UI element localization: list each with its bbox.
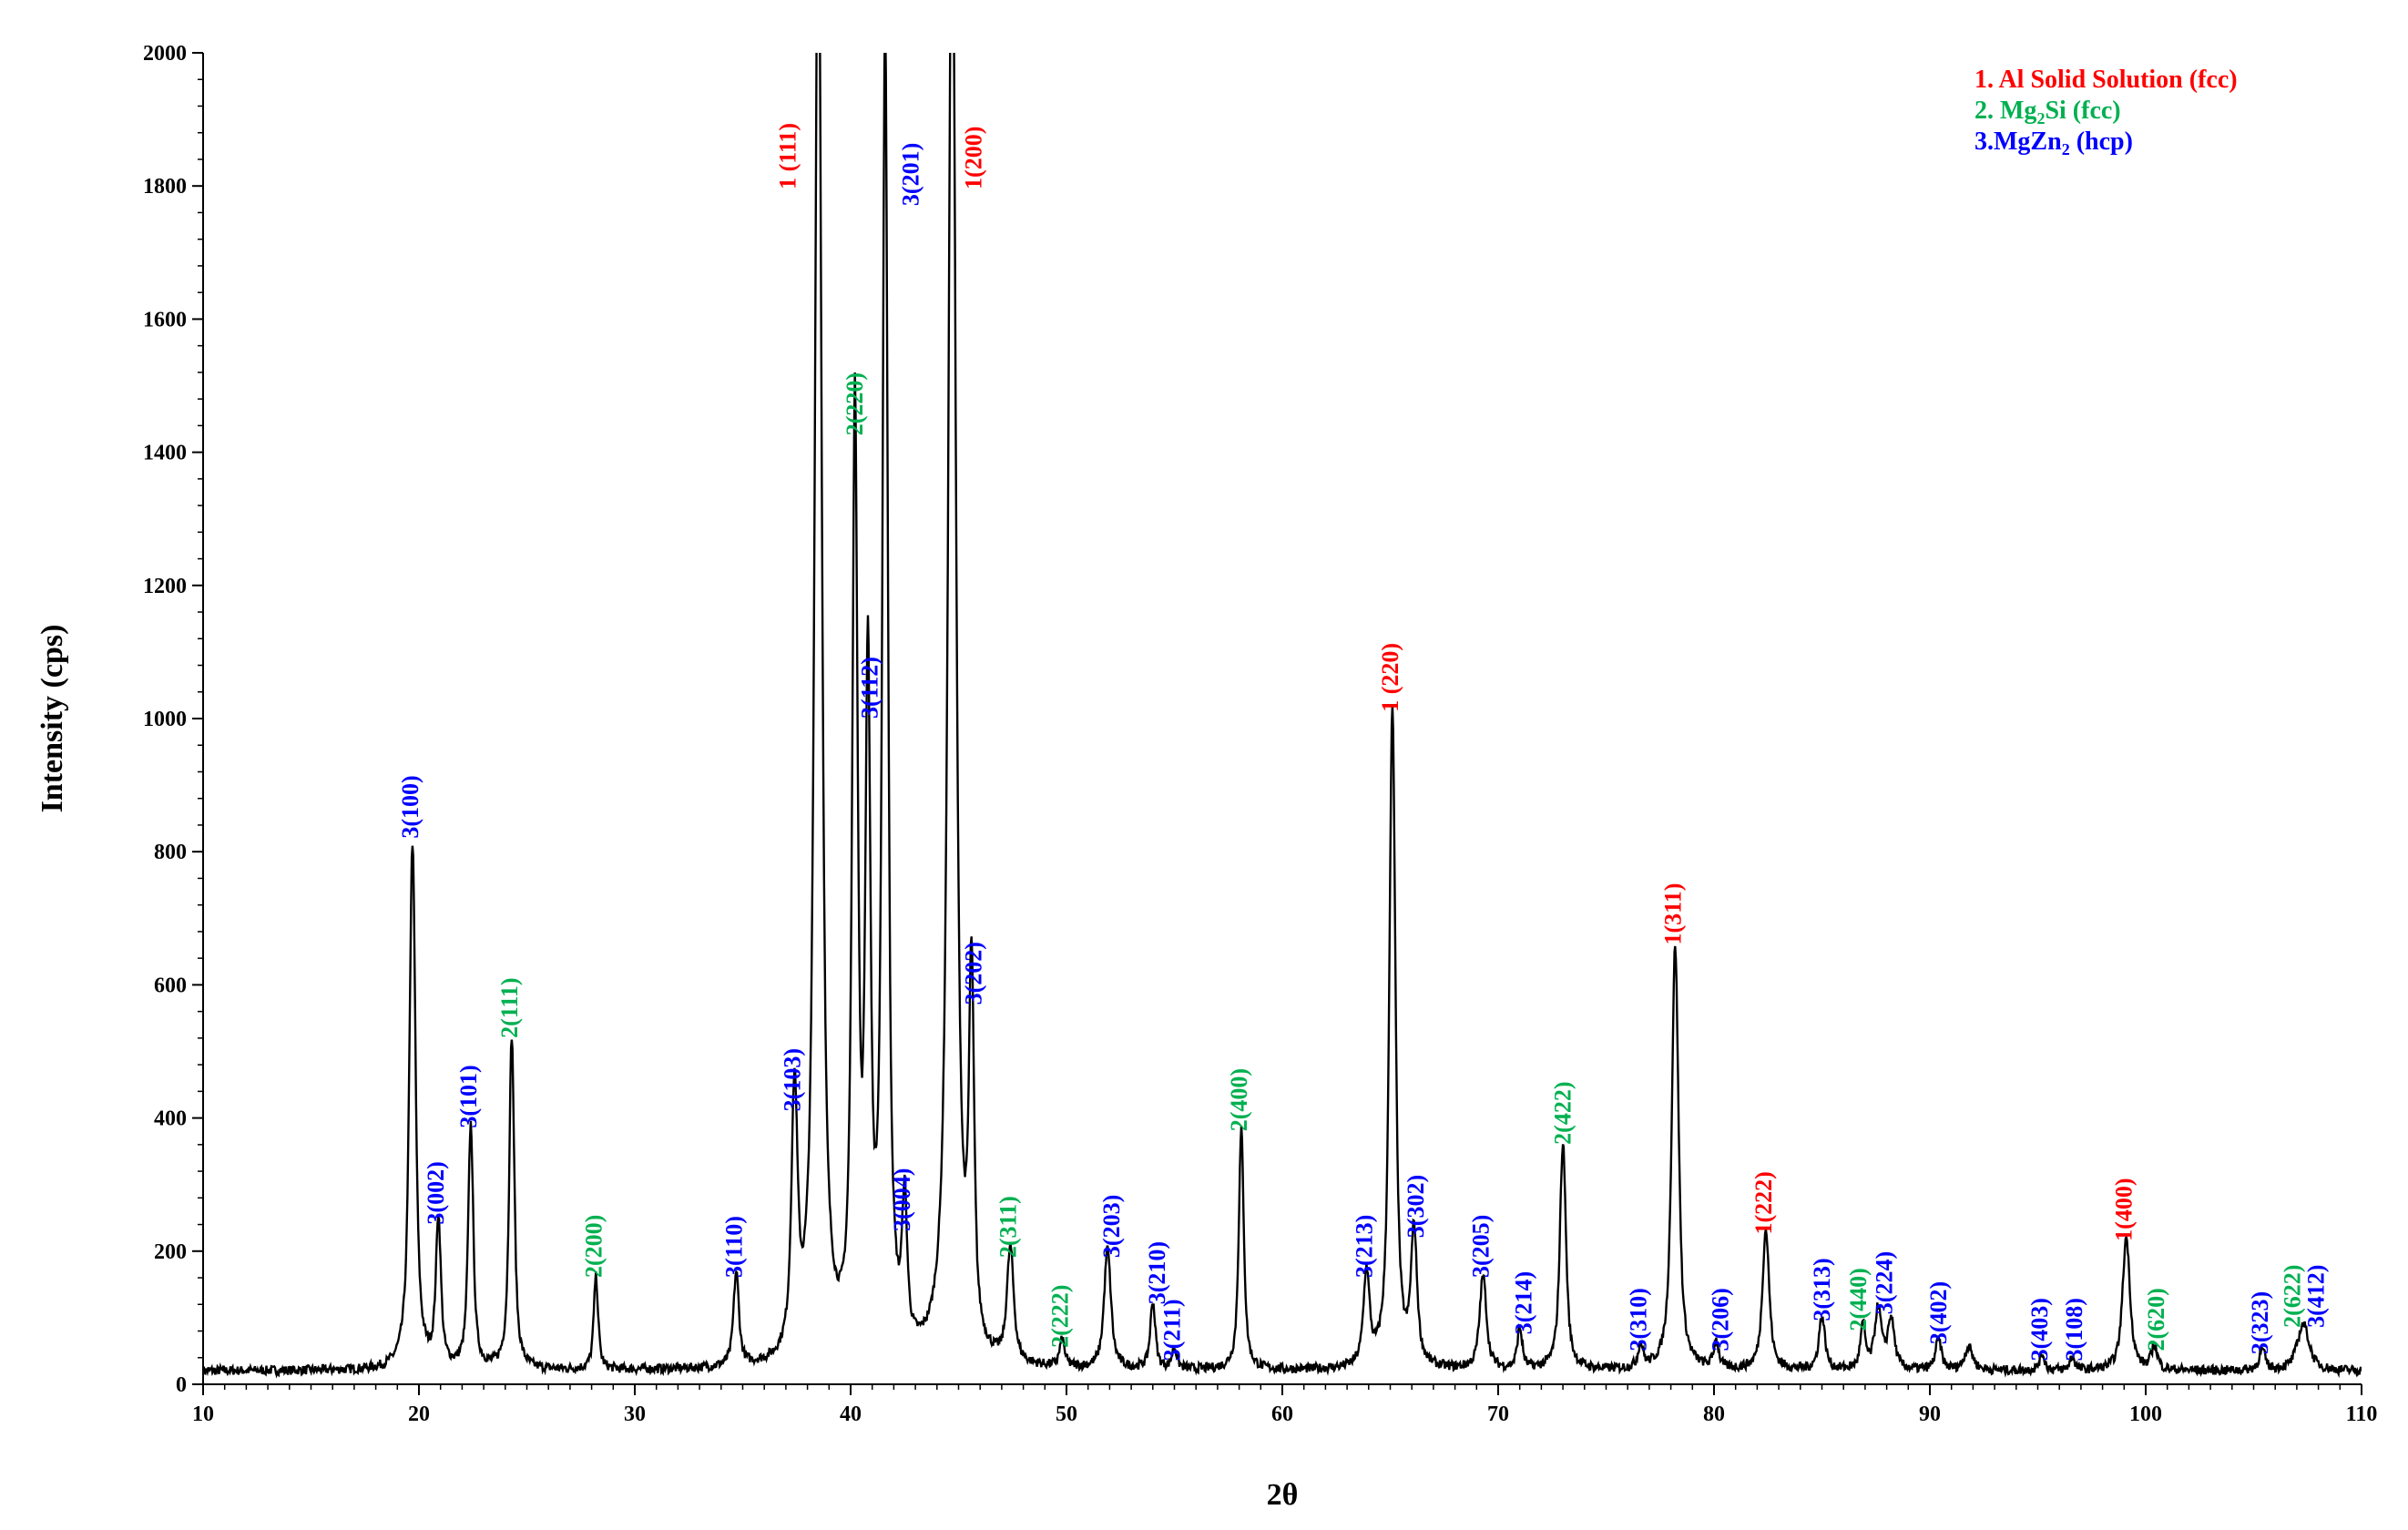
peak-label: 1(200) [960, 127, 986, 189]
peak-label: 1(400) [2111, 1178, 2138, 1241]
x-tick-label: 100 [2129, 1402, 2162, 1426]
peak-label: 1 (111) [775, 123, 801, 189]
peak-label: 3(100) [397, 775, 423, 838]
y-tick-label: 1400 [143, 442, 187, 465]
x-ticks: 10 20 30 40 50 60 70 80 90 100 110 [192, 1384, 2377, 1426]
peak-label: 3(412) [2303, 1265, 2330, 1328]
peak-label: 3(402) [1925, 1281, 1952, 1344]
peak-label: 3(310) [1625, 1288, 1651, 1351]
peak-label: 3(213) [1351, 1215, 1377, 1278]
peak-label: 3(224) [1872, 1251, 1898, 1314]
y-tick-label: 800 [154, 841, 187, 864]
y-tick-label: 600 [154, 974, 187, 997]
y-tick-label: 1800 [143, 175, 187, 199]
series-line [203, 53, 2362, 1379]
peak-label: 3(206) [1707, 1288, 1733, 1351]
peak-label: 3(313) [1809, 1258, 1835, 1321]
y-tick-label: 1000 [143, 708, 187, 731]
legend-entry: 3.MgZn2 (hcp) [1974, 128, 2133, 158]
peak-label: 2(620) [2143, 1288, 2169, 1351]
peak-label: 2(220) [842, 372, 868, 435]
x-tick-label: 10 [192, 1402, 214, 1426]
x-tick-label: 30 [624, 1402, 646, 1426]
y-tick-label: 2000 [143, 42, 187, 66]
peak-label: 3(110) [720, 1216, 747, 1278]
legend-entry: 2. Mg2Si (fcc) [1974, 97, 2121, 128]
peak-label: 3(002) [423, 1161, 449, 1224]
x-axis-title: 2θ [1267, 1478, 1299, 1512]
x-tick-label: 60 [1271, 1402, 1293, 1426]
peak-label: 2(440) [1845, 1268, 1872, 1331]
peak-label: 3(323) [2247, 1291, 2273, 1354]
y-ticks: 0 200 400 600 800 1000 1200 1400 1600 1800 2000 [143, 42, 203, 1397]
peak-label: 3(211) [1158, 1300, 1185, 1362]
y-tick-label: 1600 [143, 308, 187, 332]
peak-label: 3(210) [1144, 1241, 1170, 1304]
peak-label: 2(222) [1046, 1285, 1073, 1348]
peak-label: 1(311) [1659, 883, 1686, 945]
x-tick-label: 50 [1056, 1402, 1077, 1426]
peak-label: 3(203) [1098, 1195, 1125, 1258]
peak-label: 3(103) [779, 1048, 805, 1111]
peak-label: 3(004) [889, 1168, 915, 1231]
legend-entry: 1. Al Solid Solution (fcc) [1974, 66, 2238, 94]
peak-label: 2(111) [496, 977, 523, 1037]
x-tick-label: 110 [2346, 1402, 2378, 1426]
x-tick-label: 70 [1487, 1402, 1509, 1426]
x-tick-label: 20 [408, 1402, 430, 1426]
peak-label: 1(222) [1750, 1171, 1777, 1234]
peak-label: 2(200) [580, 1215, 607, 1278]
x-tick-label: 80 [1703, 1402, 1725, 1426]
x-tick-label: 90 [1919, 1402, 1941, 1426]
peak-label: 2(422) [1550, 1082, 1576, 1145]
y-tick-label: 200 [154, 1240, 187, 1264]
peak-label: 3(108) [2061, 1298, 2087, 1361]
y-tick-label: 400 [154, 1107, 187, 1131]
peak-label: 3(302) [1403, 1175, 1429, 1238]
y-axis-title: Intensity (cps) [36, 625, 69, 813]
peak-label: 2(622) [2279, 1265, 2305, 1328]
peak-label: 2(311) [995, 1196, 1021, 1258]
legend: 1. Al Solid Solution (fcc) 2. Mg2Si (fcc)… [1974, 66, 2238, 158]
peak-label: 3(112) [857, 657, 883, 719]
peak-label: 1 (220) [1377, 643, 1403, 712]
y-tick-label: 0 [176, 1373, 187, 1397]
peak-label: 3(101) [455, 1065, 482, 1127]
peak-label: 3(205) [1467, 1215, 1494, 1278]
x-tick-label: 40 [840, 1402, 862, 1426]
peak-label: 3(403) [2026, 1298, 2053, 1361]
peak-label: 3(214) [1511, 1271, 1537, 1334]
peak-label: 3(201) [898, 143, 924, 206]
plot-area [203, 53, 2362, 1379]
peak-label: 2(400) [1226, 1068, 1252, 1131]
y-tick-label: 1200 [143, 575, 187, 598]
peak-labels: 3(100) 3(002) 3(101) 2(111) 2(200) 3(110) 3(10… [397, 123, 2330, 1362]
peak-label: 3(202) [960, 942, 986, 1005]
